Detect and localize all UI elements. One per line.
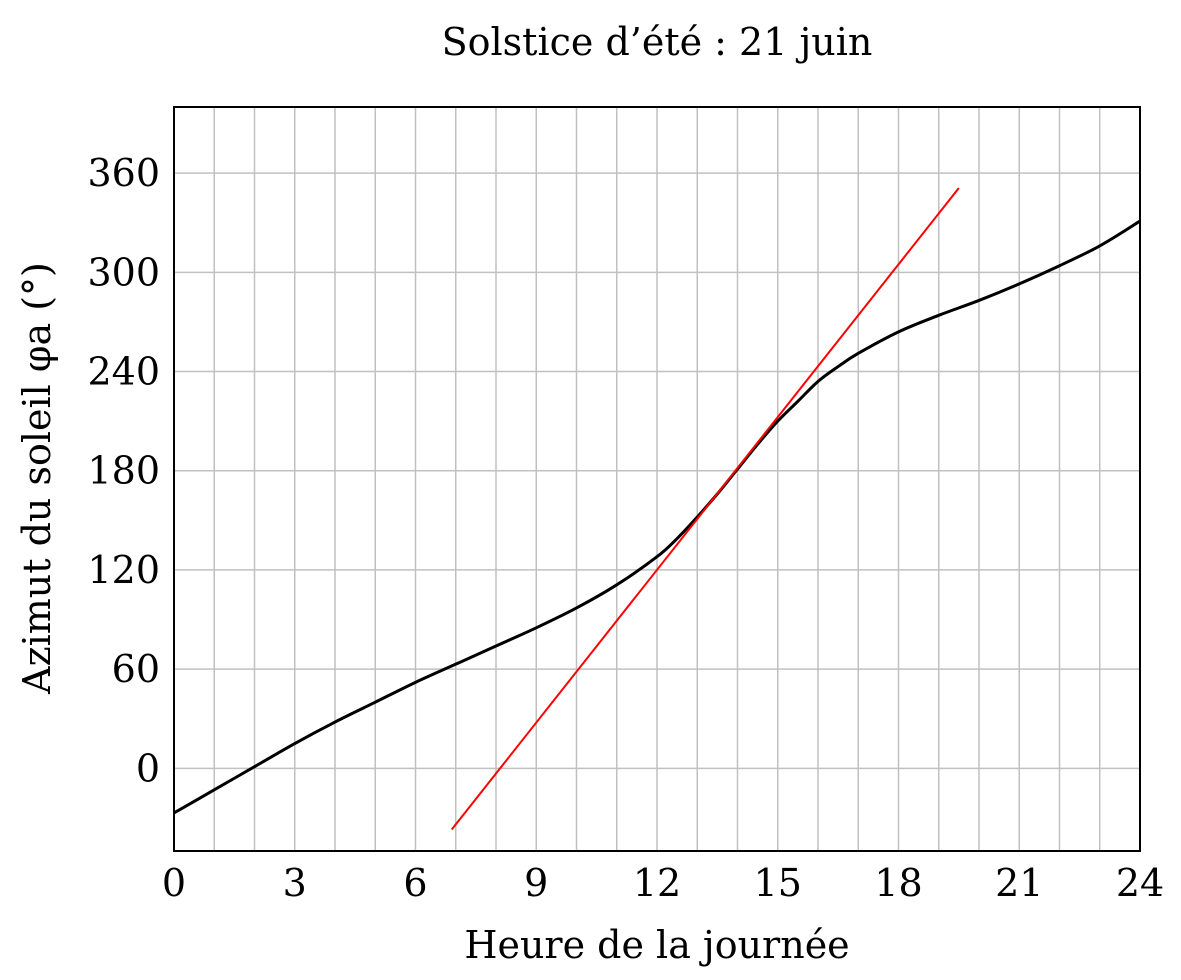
x-tick-label: 12 [633,861,681,905]
chart-title: Solstice d’été : 21 juin [442,20,873,64]
x-tick-label: 9 [524,861,548,905]
x-tick-label: 6 [403,861,427,905]
x-tick-label: 15 [754,861,802,905]
x-axis-ticks: 0 3 6 9 12 15 18 21 24 [162,861,1164,905]
y-tick-label: 360 [87,151,160,195]
x-tick-label: 3 [283,861,307,905]
x-tick-label: 21 [995,861,1043,905]
y-tick-label: 0 [136,746,160,790]
series-layer [173,187,1141,831]
tangent-line [450,187,960,831]
x-axis-label: Heure de la journée [464,923,849,967]
x-tick-label: 24 [1116,861,1164,905]
x-tick-label: 0 [162,861,186,905]
y-axis-ticks: 0 60 120 180 240 300 360 [87,151,160,790]
y-tick-label: 120 [87,548,160,592]
y-tick-label: 300 [87,250,160,294]
y-tick-label: 240 [87,350,160,394]
plot-frame [173,106,1141,852]
y-axis-label: Azimut du soleil φa (°) [15,262,59,695]
x-tick-label: 18 [874,861,922,905]
y-tick-label: 60 [112,647,160,691]
y-tick-label: 180 [87,449,160,493]
grid [174,107,1140,851]
